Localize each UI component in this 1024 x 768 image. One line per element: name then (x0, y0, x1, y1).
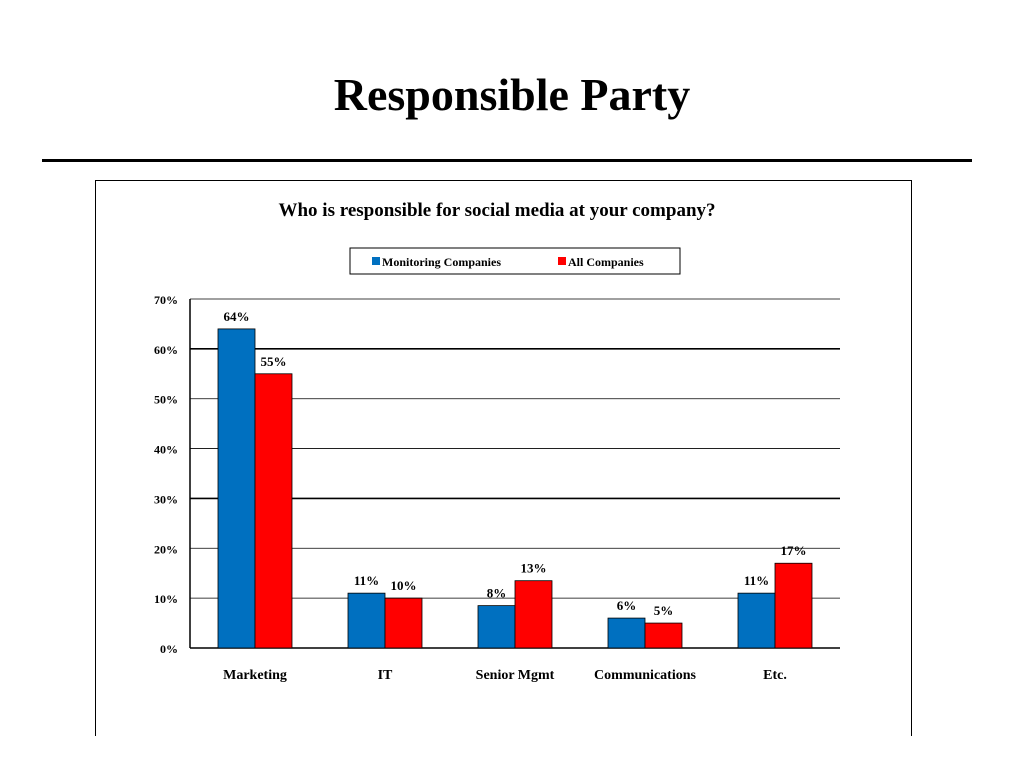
data-label: 11% (744, 573, 769, 588)
y-tick-label: 60% (154, 343, 178, 357)
data-label: 11% (354, 573, 379, 588)
data-label: 55% (261, 354, 287, 369)
data-label: 6% (617, 598, 637, 613)
y-tick-label: 50% (154, 393, 178, 407)
chart-title: Who is responsible for social media at y… (278, 200, 715, 221)
y-tick-label: 30% (154, 492, 178, 506)
y-tick-label: 20% (154, 542, 178, 556)
x-tick-label: IT (378, 668, 393, 683)
y-tick-label: 40% (154, 443, 178, 457)
data-label: 17% (781, 543, 807, 558)
data-label: 64% (224, 309, 250, 324)
x-tick-label: Senior Mgmt (476, 668, 555, 683)
y-tick-label: 10% (154, 592, 178, 606)
y-tick-label: 70% (154, 293, 178, 307)
bar-1-2 (514, 580, 553, 649)
data-label: 5% (654, 603, 674, 618)
legend-label-0: Monitoring Companies (382, 255, 501, 269)
bar-0-0 (217, 328, 256, 649)
bar-0-2 (477, 605, 516, 649)
legend-swatch-0 (372, 257, 380, 265)
bar-1-1 (384, 597, 423, 649)
bar-1-0 (254, 373, 293, 649)
bar-1-3 (644, 622, 683, 649)
data-label: 10% (391, 578, 417, 593)
legend-swatch-1 (558, 257, 566, 265)
legend-box (349, 247, 681, 275)
x-tick-label: Communications (594, 668, 696, 683)
x-tick-label: Marketing (223, 668, 287, 683)
bar-0-1 (347, 592, 386, 649)
legend-label-1: All Companies (568, 255, 644, 269)
bar-1-4 (774, 562, 813, 649)
y-tick-label: 0% (160, 642, 178, 656)
title-divider (42, 159, 972, 162)
data-label: 8% (487, 586, 507, 601)
slide-title: Responsible Party (333, 69, 691, 120)
data-label: 13% (521, 561, 547, 576)
bar-0-4 (737, 592, 776, 649)
x-tick-label: Etc. (763, 668, 787, 683)
bar-0-3 (607, 617, 646, 649)
